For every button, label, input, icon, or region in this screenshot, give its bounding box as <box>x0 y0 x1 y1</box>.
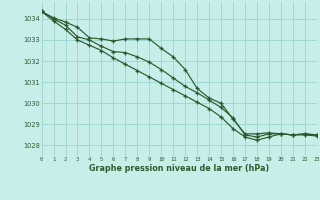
X-axis label: Graphe pression niveau de la mer (hPa): Graphe pression niveau de la mer (hPa) <box>89 164 269 173</box>
